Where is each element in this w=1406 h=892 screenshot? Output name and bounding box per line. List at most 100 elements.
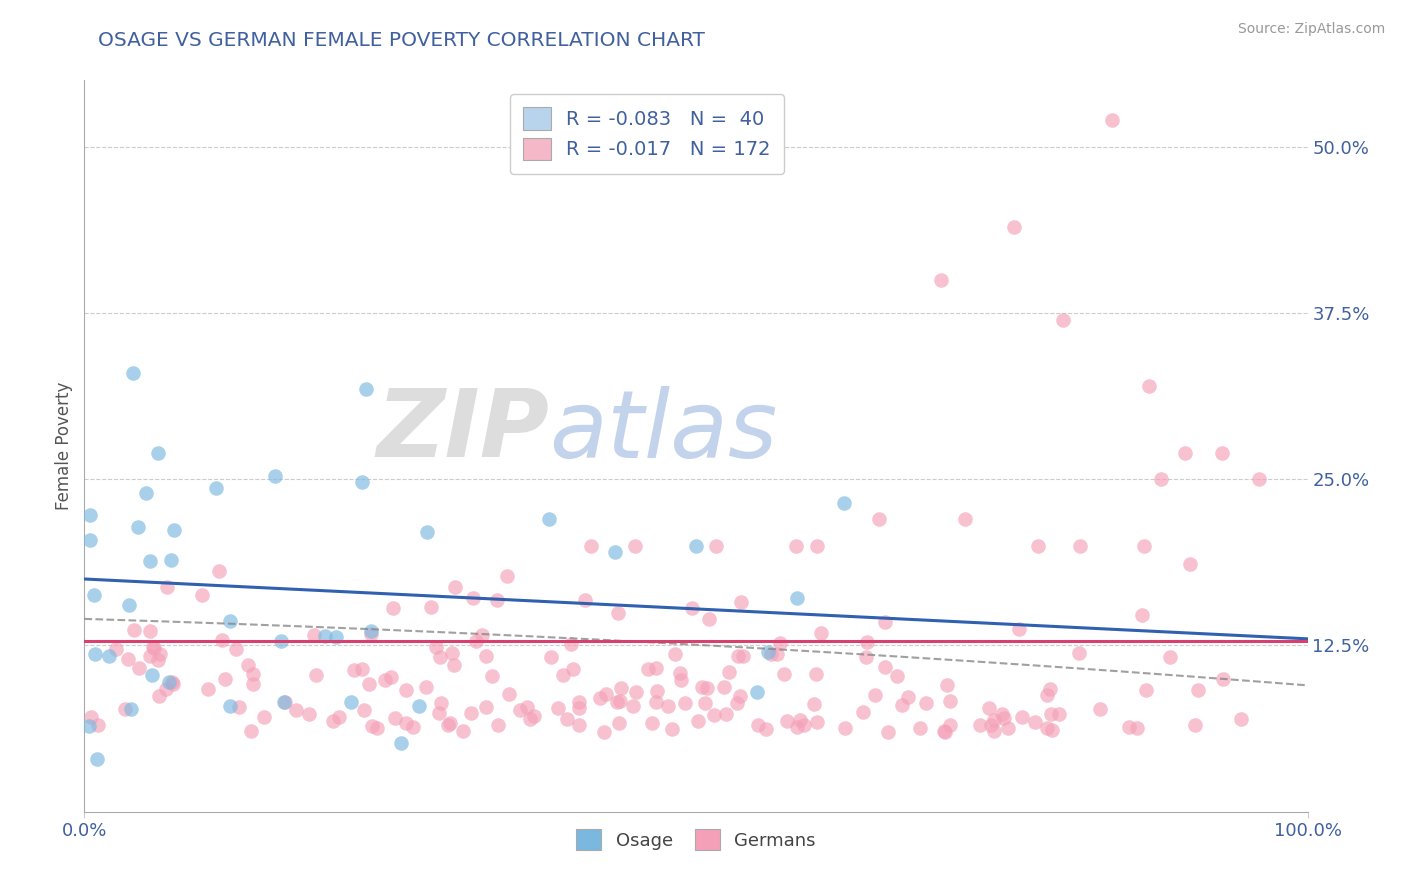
Germans	[664, 648, 686, 662]
Germans	[444, 580, 467, 594]
Germans	[419, 599, 441, 614]
Germans	[727, 649, 749, 664]
Osage	[163, 523, 186, 537]
Germans	[769, 636, 792, 650]
Osage	[84, 648, 107, 662]
Germans	[155, 681, 177, 696]
Germans	[384, 711, 406, 725]
Germans	[696, 681, 718, 696]
Germans	[143, 641, 166, 656]
Germans	[713, 680, 735, 694]
Germans	[1008, 622, 1031, 636]
Germans	[430, 696, 453, 710]
Germans	[983, 723, 1005, 738]
Germans	[716, 706, 738, 721]
Germans	[149, 648, 172, 662]
Germans	[359, 676, 381, 690]
Germans	[657, 699, 679, 714]
Germans	[915, 696, 938, 710]
Germans	[139, 648, 162, 663]
Germans	[240, 723, 263, 738]
Germans	[704, 539, 727, 553]
Germans	[568, 695, 591, 709]
Germans	[936, 678, 959, 692]
Germans	[589, 690, 612, 705]
Germans	[395, 716, 418, 731]
Germans	[523, 708, 546, 723]
Germans	[1212, 672, 1234, 686]
Germans	[228, 700, 250, 714]
Germans	[197, 681, 219, 696]
Germans	[328, 710, 350, 724]
Germans	[1178, 557, 1201, 571]
Germans	[162, 676, 184, 690]
Germans	[509, 703, 531, 717]
Germans	[983, 713, 1005, 727]
Germans	[162, 675, 184, 690]
Germans	[80, 710, 103, 724]
Osage	[340, 695, 363, 709]
Germans	[1160, 650, 1182, 665]
Osage	[832, 496, 855, 510]
Text: OSAGE VS GERMAN FEMALE POVERTY CORRELATION CHART: OSAGE VS GERMAN FEMALE POVERTY CORRELATI…	[98, 31, 706, 50]
Germans	[353, 703, 375, 717]
Germans	[242, 666, 264, 681]
Germans	[793, 718, 815, 732]
Text: ZIP: ZIP	[377, 385, 550, 477]
Germans	[1211, 445, 1233, 459]
Germans	[755, 723, 778, 737]
Germans	[568, 718, 591, 732]
Germans	[436, 717, 458, 731]
Germans	[1052, 312, 1074, 326]
Germans	[547, 700, 569, 714]
Germans	[1039, 706, 1062, 721]
Germans	[717, 665, 740, 679]
Germans	[352, 662, 374, 676]
Germans	[980, 717, 1002, 731]
Osage	[135, 485, 157, 500]
Osage	[408, 699, 430, 714]
Germans	[225, 642, 247, 657]
Germans	[609, 694, 631, 708]
Germans	[876, 724, 898, 739]
Germans	[551, 668, 574, 682]
Germans	[728, 690, 751, 704]
Osage	[159, 675, 181, 690]
Germans	[934, 724, 956, 739]
Germans	[789, 713, 811, 727]
Germans	[776, 714, 799, 728]
Germans	[1067, 646, 1090, 660]
Germans	[461, 591, 484, 605]
Germans	[1040, 723, 1063, 737]
Germans	[855, 649, 877, 664]
Germans	[117, 652, 139, 666]
Germans	[852, 705, 875, 719]
Germans	[834, 721, 856, 735]
Osage	[264, 468, 287, 483]
Osage	[159, 552, 181, 566]
Germans	[429, 650, 451, 665]
Germans	[1024, 714, 1046, 729]
Germans	[474, 700, 496, 714]
Germans	[773, 667, 796, 681]
Germans	[592, 724, 614, 739]
Germans	[567, 700, 589, 714]
Osage	[538, 512, 561, 526]
Osage	[118, 599, 141, 613]
Germans	[934, 724, 956, 739]
Germans	[939, 694, 962, 708]
Germans	[979, 701, 1001, 715]
Germans	[1184, 717, 1206, 731]
Germans	[555, 713, 578, 727]
Germans	[1036, 722, 1059, 736]
Germans	[86, 717, 108, 731]
Germans	[606, 695, 628, 709]
Germans	[1118, 720, 1140, 734]
Germans	[142, 640, 165, 654]
Osage	[219, 698, 242, 713]
Germans	[1135, 683, 1157, 698]
Osage	[354, 382, 377, 396]
Germans	[703, 708, 725, 723]
Osage	[273, 695, 295, 709]
Germans	[211, 632, 233, 647]
